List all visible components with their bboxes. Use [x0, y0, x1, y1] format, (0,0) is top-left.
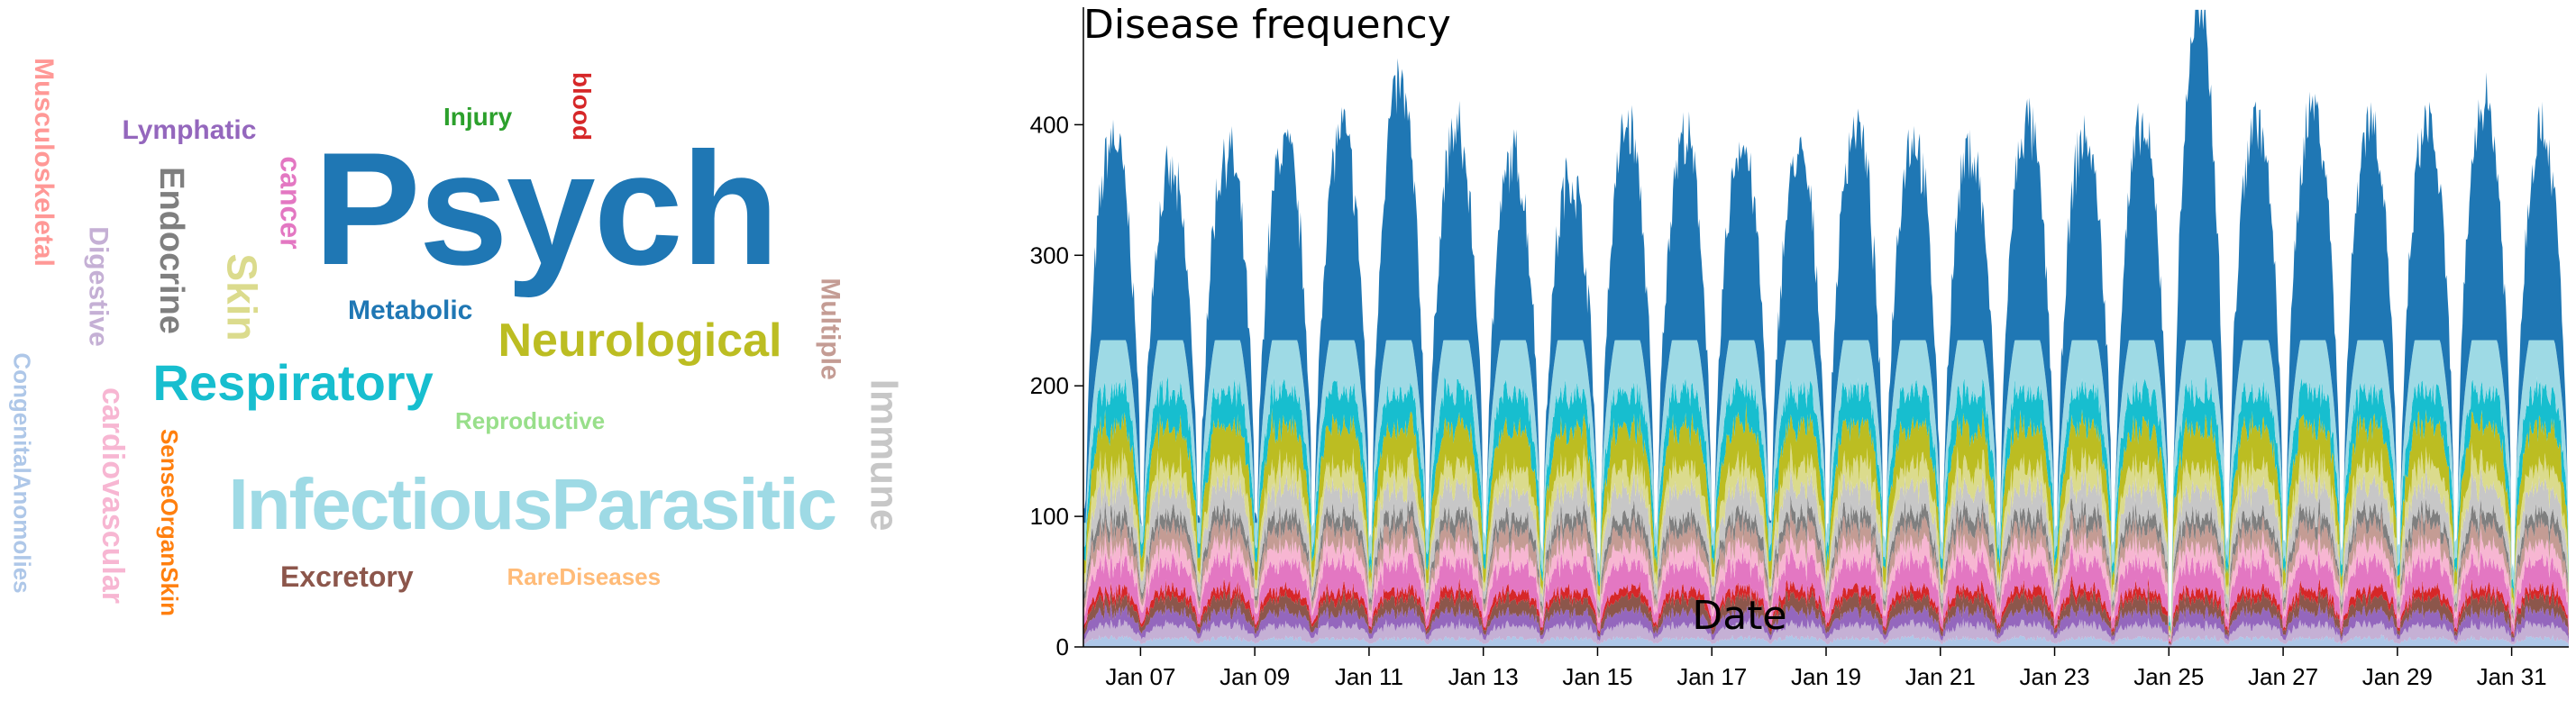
cloud-word-reproductive: Reproductive — [455, 407, 606, 434]
x-tick-label: Jan 11 — [1335, 663, 1403, 690]
chart-title: Disease frequency — [1083, 2, 1451, 48]
x-tick-label: Jan 19 — [1791, 663, 1861, 690]
x-tick-label: Jan 31 — [2477, 663, 2547, 690]
cloud-word-psych: Psych — [314, 119, 779, 298]
y-tick-label: 400 — [1030, 111, 1069, 138]
x-tick-label: Jan 15 — [1562, 663, 1632, 690]
x-tick-label: Jan 17 — [1676, 663, 1747, 690]
cloud-word-digestive: Digestive — [83, 226, 114, 347]
series-area-7 — [1083, 506, 2569, 641]
y-tick-label: 200 — [1030, 372, 1069, 399]
cloud-word-cardiovascular: cardiovascular — [96, 387, 131, 605]
x-tick-label: Jan 09 — [1219, 663, 1290, 690]
y-tick-label: 100 — [1030, 503, 1069, 530]
y-tick-label: 0 — [1056, 633, 1069, 660]
series-area-14 — [1083, 9, 2569, 627]
x-axis-title: Date — [1692, 593, 1786, 639]
cloud-word-immune: Immune — [861, 378, 906, 532]
series-area-4 — [1083, 574, 2569, 644]
x-tick-label: Jan 23 — [2019, 663, 2089, 690]
x-tick-label: Jan 21 — [1905, 663, 1976, 690]
x-axis: Jan 07 Jan 09 Jan 11 Jan 13 Jan 15 Jan 17 Jan … — [1083, 646, 2569, 690]
cloud-word-musculoskeletal: Musculoskeletal — [28, 58, 59, 267]
cloud-word-multiple: Multiple — [815, 278, 845, 380]
series-area-13 — [1083, 340, 2569, 631]
series-area-3 — [1083, 584, 2569, 645]
cloud-word-senseorganskin: SenseOrganSkin — [156, 428, 184, 617]
series-area-5 — [1083, 542, 2569, 643]
stacked-area-chart: 0 100 200 300 400 Jan 07 Jan 09 Jan 11 Jan 13 Ja… — [982, 0, 2576, 701]
series-area-2 — [1083, 598, 2569, 646]
word-cloud: Psych InfectiousParasitic Respiratory Neuro… — [0, 0, 946, 701]
x-tick-label: Jan 13 — [1448, 663, 1519, 690]
x-tick-label: Jan 07 — [1105, 663, 1175, 690]
cloud-word-injury: Injury — [443, 103, 513, 131]
series-area-9 — [1083, 464, 2569, 638]
series-area-11 — [1083, 401, 2569, 634]
series-layers — [1083, 9, 2569, 647]
cloud-word-lymphatic: Lymphatic — [122, 115, 257, 145]
x-tick-label: Jan 29 — [2362, 663, 2433, 690]
cloud-word-blood: blood — [568, 71, 597, 141]
cloud-word-neurological: Neurological — [498, 314, 782, 367]
series-area-0 — [1083, 633, 2569, 647]
cloud-word-excretory: Excretory — [280, 560, 414, 593]
cloud-word-rarediseases: RareDiseases — [507, 563, 662, 590]
y-axis: 0 100 200 300 400 — [1030, 7, 1084, 660]
cloud-word-congenitalanomolies: CongenitalAnomolies — [8, 352, 36, 594]
series-area-12 — [1083, 375, 2569, 633]
series-area-8 — [1083, 493, 2569, 639]
y-tick-label: 300 — [1030, 241, 1069, 269]
series-area-6 — [1083, 526, 2569, 642]
cloud-word-respiratory: Respiratory — [152, 354, 434, 411]
x-tick-label: Jan 25 — [2133, 663, 2204, 690]
series-area-10 — [1083, 442, 2569, 636]
x-tick-label: Jan 27 — [2248, 663, 2318, 690]
cloud-word-infectiousparasitic: InfectiousParasitic — [228, 464, 837, 544]
cloud-word-skin: Skin — [218, 253, 266, 341]
cloud-word-cancer: cancer — [274, 156, 307, 250]
cloud-word-metabolic: Metabolic — [348, 296, 473, 325]
cloud-word-endocrine: Endocrine — [151, 167, 190, 334]
series-area-1 — [1083, 617, 2569, 647]
